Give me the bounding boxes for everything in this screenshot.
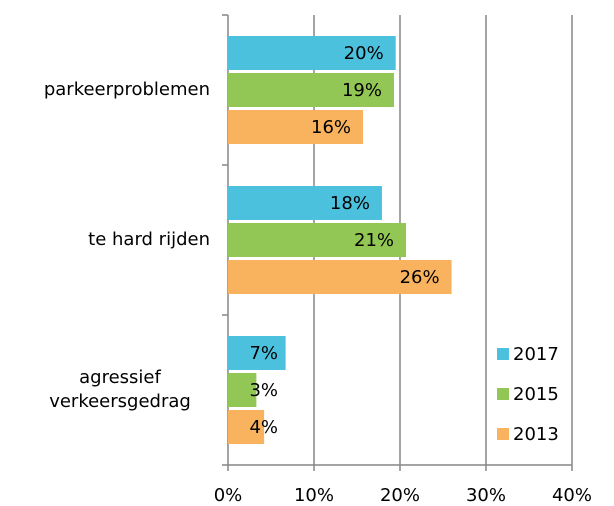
x-tick-label: 10%	[294, 485, 334, 506]
bar	[228, 223, 407, 257]
bar	[228, 373, 257, 407]
category-text: agressief verkeersgedrag	[49, 367, 191, 412]
category-label: te hard rijden	[88, 228, 210, 252]
legend-label: 2015	[513, 384, 559, 405]
category-text: parkeerproblemen	[43, 79, 210, 100]
data-label: 26%	[400, 267, 440, 288]
x-tick-label: 30%	[466, 485, 506, 506]
bar	[228, 186, 382, 220]
data-label: 16%	[311, 117, 351, 138]
data-label: 21%	[354, 230, 394, 251]
data-label: 20%	[344, 43, 384, 64]
category-label: parkeerproblemen	[44, 78, 210, 102]
category-label: agressief verkeersgedrag	[30, 366, 210, 414]
legend-label: 2017	[513, 344, 559, 365]
bar	[228, 73, 394, 107]
data-label: 4%	[249, 417, 278, 438]
bar	[228, 336, 286, 370]
x-tick-label: 40%	[552, 485, 592, 506]
category-text: te hard rijden	[88, 229, 210, 250]
legend-swatch	[497, 428, 509, 440]
data-label: 18%	[330, 193, 370, 214]
bar	[228, 110, 364, 144]
legend-swatch	[497, 348, 509, 360]
bar	[228, 410, 265, 444]
legend-swatch	[497, 388, 509, 400]
x-tick-label: 0%	[214, 485, 243, 506]
data-label: 19%	[342, 80, 382, 101]
bar	[228, 260, 452, 294]
x-tick-label: 20%	[380, 485, 420, 506]
legend-label: 2013	[513, 424, 559, 445]
bar	[228, 36, 396, 70]
data-label: 7%	[249, 343, 278, 364]
data-label: 3%	[249, 380, 278, 401]
